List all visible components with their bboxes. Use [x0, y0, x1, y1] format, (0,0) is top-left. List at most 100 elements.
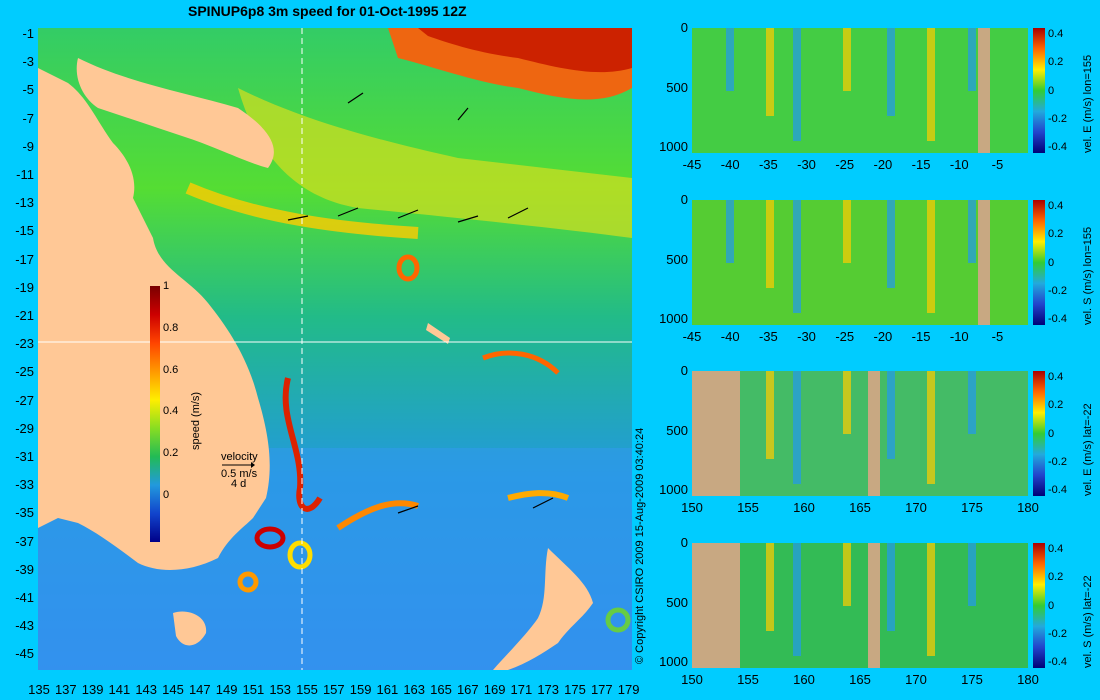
- section-stripe: [793, 371, 801, 484]
- map-y-tick-label: -35: [15, 505, 34, 521]
- velocity-arrow: [397, 505, 419, 514]
- new-guinea-land: [76, 58, 274, 168]
- new-zealand-land: [493, 548, 593, 670]
- section-stripe: [766, 28, 774, 116]
- velocity-arrow: [532, 497, 554, 509]
- section-x-tick-label: 165: [849, 672, 871, 687]
- section-stripe: [843, 28, 851, 91]
- velocity-arrows: [287, 92, 554, 514]
- section-stripe: [927, 543, 935, 656]
- map-x-tick-label: 151: [242, 682, 265, 697]
- section-plot-vel-e-lat-22[interactable]: [692, 371, 1028, 496]
- map-y-tick-label: -9: [22, 138, 34, 154]
- section-stripe: [793, 200, 801, 313]
- section-plot-vel-s-lat-22[interactable]: [692, 543, 1028, 668]
- section-colorbar: [1033, 200, 1045, 325]
- eddy: [396, 254, 420, 282]
- section-colorbar-label: vel. S (m/s) lon=155: [1082, 226, 1094, 325]
- section-colorbar-tick: 0.4: [1048, 28, 1064, 40]
- speed-colorbar: [150, 286, 160, 542]
- section-x-tick-label: -30: [797, 329, 816, 344]
- section-colorbar-label: vel. S (m/s) lat=-22: [1082, 575, 1094, 668]
- section-x-tick-label: -5: [991, 329, 1004, 344]
- section-colorbar: [1033, 371, 1045, 496]
- map-x-tick-label: 137: [54, 682, 77, 697]
- map-y-tick-label: -19: [15, 279, 34, 295]
- map-y-tick-label: -31: [15, 449, 34, 464]
- velocity-legend-scale: 0.5 m/s: [221, 468, 258, 480]
- map-x-tick-label: 179: [617, 682, 640, 697]
- section-land: [978, 200, 990, 325]
- eddy: [287, 540, 313, 570]
- section-x-tick-label: -25: [835, 157, 855, 172]
- velocity-arrow: [337, 207, 359, 217]
- speed-map[interactable]: [38, 28, 632, 670]
- map-x-tick-label: 163: [403, 682, 426, 697]
- section-land: [692, 543, 740, 668]
- section-colorbar-tick: 0.2: [1048, 399, 1064, 412]
- map-x-tick-label: 155: [296, 682, 318, 697]
- velocity-arrow: [397, 209, 419, 219]
- figure-title: SPINUP6p8 3m speed for 01-Oct-1995 12Z: [188, 3, 467, 19]
- section-colorbar-tick: -0.2: [1048, 112, 1067, 125]
- section-x-tick-label: 155: [737, 500, 759, 515]
- eddy: [237, 571, 259, 593]
- section-y-tick-label: 500: [666, 251, 688, 267]
- section-stripe: [726, 200, 734, 263]
- tasmania-land: [173, 611, 207, 646]
- section-x-tick-label: -10: [949, 157, 969, 172]
- map-x-tick-label: 167: [456, 682, 479, 697]
- section-land: [692, 371, 740, 496]
- section-stripe: [968, 28, 976, 91]
- velocity-arrow: [457, 215, 479, 223]
- section-plot-vel-e-lon155[interactable]: [692, 28, 1028, 153]
- section-x-tick-label: -25: [835, 329, 855, 344]
- velocity-arrow: [287, 215, 309, 221]
- map-y-tick-label: -33: [15, 477, 34, 493]
- eddy-filament: [336, 500, 419, 531]
- section-colorbar-tick: 0: [1048, 84, 1055, 97]
- map-x-tick-label: 177: [590, 682, 613, 697]
- east-australian-current: [282, 377, 323, 512]
- section-colorbar-tick: 0.2: [1048, 571, 1064, 584]
- copyright-text: © Copyright CSIRO 2009 15-Aug-2009 03:40…: [634, 427, 646, 664]
- section-stripe: [843, 543, 851, 606]
- section-x-tick-label: -45: [682, 157, 702, 172]
- map-y-tick-label: -3: [22, 54, 34, 70]
- section-stripe: [843, 371, 851, 434]
- map-y-tick-label: -21: [15, 308, 34, 323]
- map-y-tick-label: -11: [16, 167, 34, 182]
- section-stripe: [968, 200, 976, 263]
- section-land: [868, 371, 880, 496]
- velocity-arrow: [507, 207, 529, 219]
- section-y-tick-label: 1000: [659, 139, 688, 155]
- map-y-tick-label: -5: [22, 82, 34, 98]
- section-plot-vel-s-lon155[interactable]: [692, 200, 1028, 325]
- map-x-tick-label: 173: [537, 682, 560, 697]
- section-colorbar-tick: -0.2: [1048, 627, 1067, 640]
- section-y-tick-label: 500: [666, 79, 688, 95]
- map-y-tick-label: -39: [15, 561, 34, 577]
- section-y-tick-label: 500: [666, 594, 688, 610]
- equatorial-jet: [238, 88, 632, 238]
- section-x-tick-label: -35: [758, 157, 778, 172]
- section-colorbar-tick: 0: [1048, 256, 1055, 269]
- section-stripe: [766, 543, 774, 631]
- map-x-tick-label: 141: [108, 682, 131, 697]
- map-x-tick-label: 169: [483, 682, 506, 697]
- section-colorbar-tick: -0.4: [1048, 313, 1067, 325]
- section-x-tick-label: -10: [949, 329, 969, 344]
- velocity-arrow: [347, 92, 364, 104]
- section-stripe: [793, 28, 801, 141]
- velocity-arrow: [457, 107, 469, 121]
- speed-colorbar-tick: 0.8: [163, 321, 179, 334]
- speed-colorbar-tick: 0.6: [163, 363, 179, 376]
- map-y-tick-label: -43: [15, 618, 34, 634]
- map-y-tick-label: -13: [15, 195, 34, 211]
- section-colorbar-tick: 0.2: [1048, 228, 1064, 241]
- section-x-tick-label: 180: [1017, 672, 1039, 687]
- section-x-tick-label: 175: [961, 500, 983, 515]
- section-y-tick-label: 1000: [659, 654, 688, 670]
- eddy-filament: [507, 490, 570, 501]
- eddy: [254, 526, 286, 550]
